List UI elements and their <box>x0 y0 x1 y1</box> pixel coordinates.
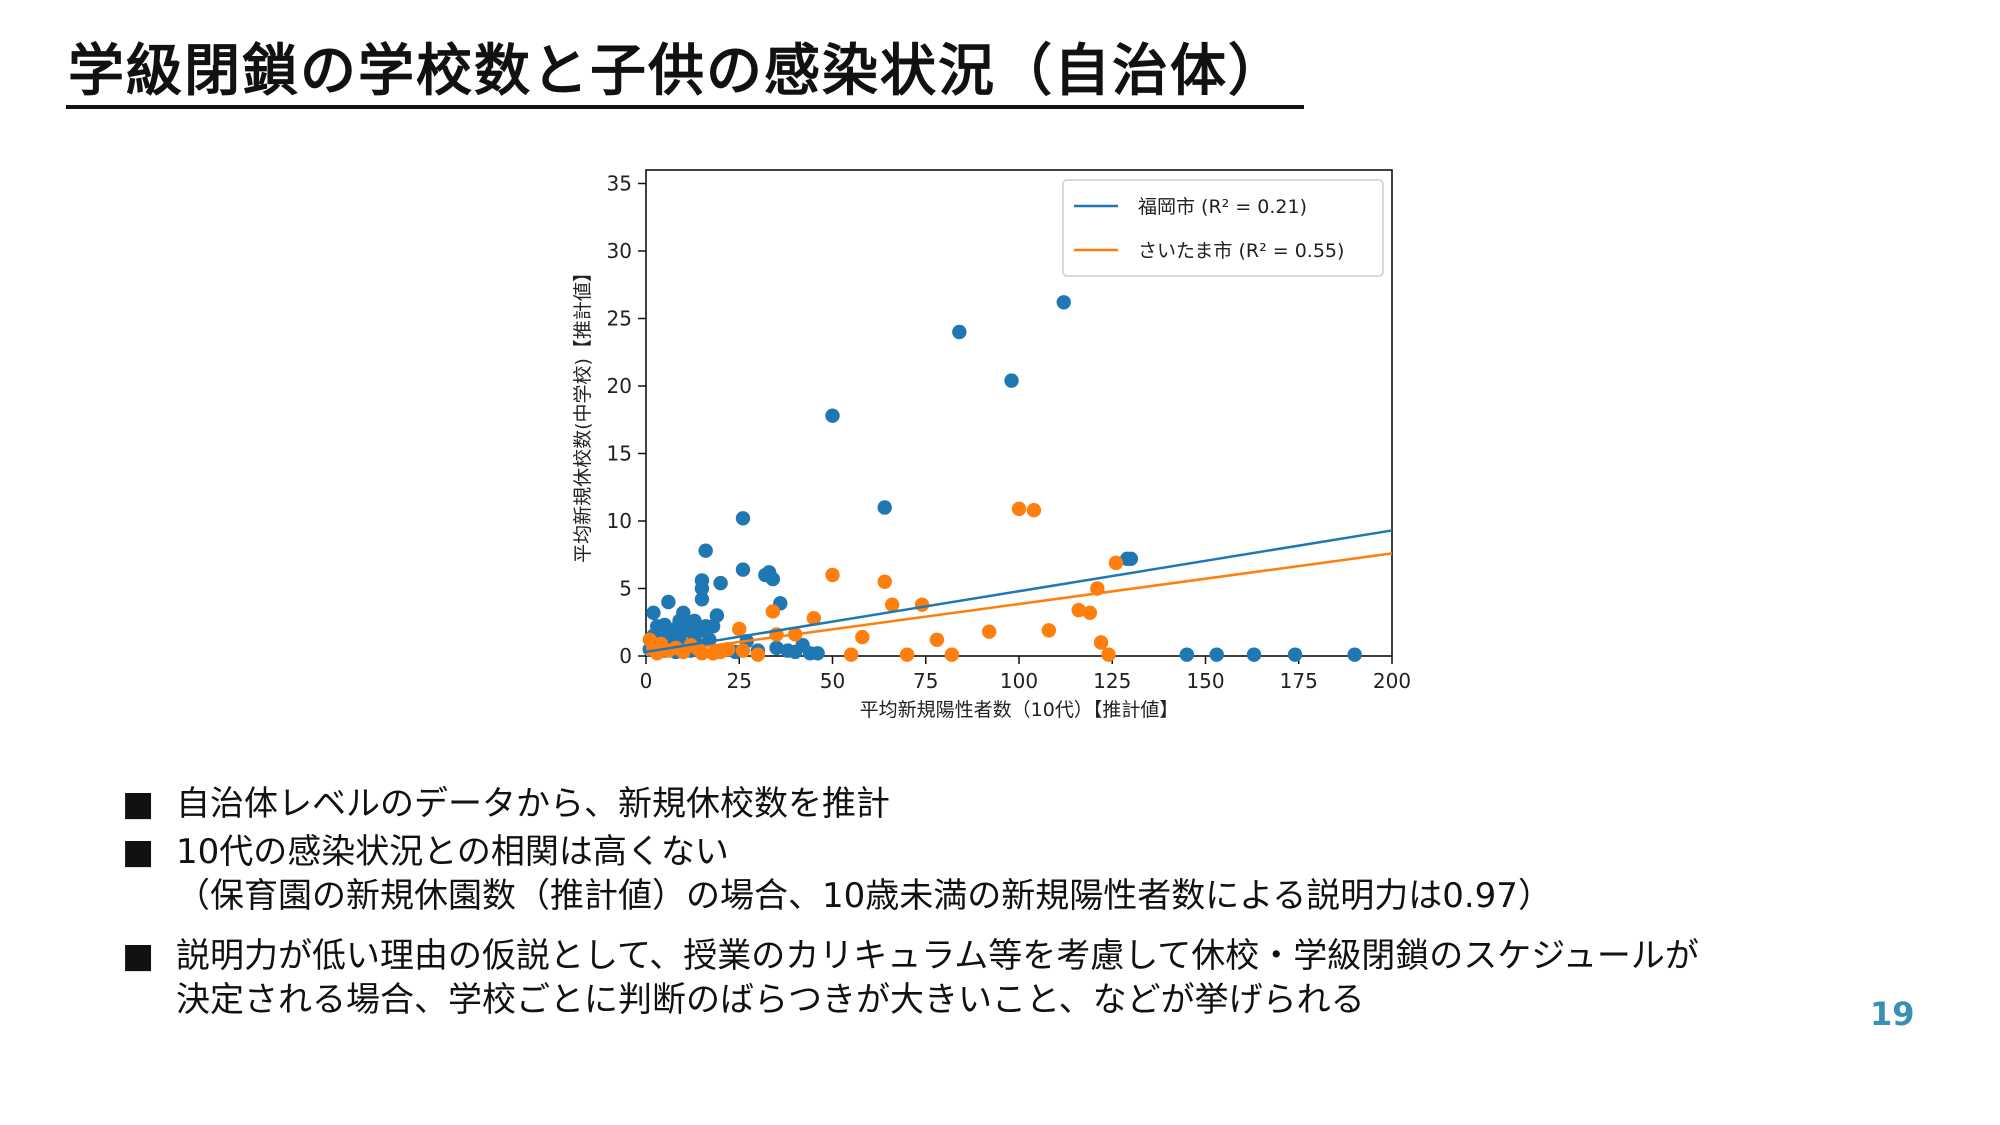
x-tick-label: 175 <box>1280 669 1318 693</box>
data-point-fukuoka <box>1004 373 1019 388</box>
bullet-marker: ■ <box>122 936 155 976</box>
bullet-marker: ■ <box>122 832 155 872</box>
data-point-saitama <box>1011 501 1027 517</box>
x-tick-label: 200 <box>1373 669 1411 693</box>
data-point-fukuoka <box>705 619 721 634</box>
data-point-fukuoka <box>952 324 967 340</box>
legend-label-fukuoka: 福岡市 (R² = 0.21) <box>1138 196 1307 218</box>
page-number: 19 <box>1870 995 1915 1033</box>
data-point-fukuoka <box>1347 647 1362 662</box>
data-point-saitama <box>1108 555 1124 571</box>
bullet-text-continued: 決定される場合、学校ごとに判断のばらつきが大きいこと、などが挙げられる <box>176 980 1365 1020</box>
data-point-saitama <box>825 567 840 583</box>
data-point-saitama <box>750 647 766 662</box>
bullet-text: 10代の感染状況との相関は高くない <box>176 832 729 872</box>
data-point-fukuoka <box>769 640 784 656</box>
y-tick-label: 25 <box>607 307 632 331</box>
x-tick-label: 125 <box>1093 669 1131 693</box>
data-point-fukuoka <box>825 408 840 423</box>
legend-label-saitama: さいたま市 (R² = 0.55) <box>1138 240 1344 262</box>
legend-box <box>1062 179 1384 277</box>
bullet-text: 説明力が低い理由の仮説として、授業のカリキュラム等を考慮して休校・学級閉鎖のスケ… <box>176 936 1699 976</box>
data-points <box>642 295 1362 662</box>
x-tick-label: 0 <box>640 669 653 693</box>
data-point-fukuoka <box>735 562 751 577</box>
data-point-fukuoka <box>765 571 781 587</box>
data-point-saitama <box>899 647 915 662</box>
fit-line-saitama <box>645 552 1393 656</box>
data-point-saitama <box>720 642 736 657</box>
y-tick-label: 30 <box>607 239 632 263</box>
data-point-saitama <box>735 643 751 658</box>
fit-line-fukuoka <box>645 529 1393 654</box>
y-axis-label: 平均新規休校数(中学校)【推計値】 <box>572 263 594 563</box>
data-point-saitama <box>981 624 997 639</box>
x-tick-label: 100 <box>1000 669 1038 693</box>
data-point-fukuoka <box>694 573 710 588</box>
data-point-fukuoka <box>810 646 825 661</box>
data-point-fukuoka <box>1209 647 1224 662</box>
data-point-saitama <box>694 646 710 661</box>
y-tick-label: 20 <box>607 374 632 398</box>
data-point-saitama <box>1082 605 1098 620</box>
y-tick-label: 0 <box>619 644 632 668</box>
data-point-fukuoka <box>698 543 713 558</box>
legend: 福岡市 (R² = 0.21) さいたま市 (R² = 0.55) <box>1062 179 1384 277</box>
y-tick-label: 5 <box>619 577 632 601</box>
data-point-saitama <box>1101 647 1116 662</box>
x-tick-label: 50 <box>820 669 845 693</box>
x-tick-label: 150 <box>1186 669 1224 693</box>
slide-title: 学級閉鎖の学校数と子供の感染状況（自治体） <box>68 39 1286 104</box>
data-point-fukuoka <box>1123 551 1139 566</box>
x-axis-label: 平均新規陽性者数（10代）【推計値】 <box>860 699 1179 721</box>
data-point-saitama <box>944 647 960 662</box>
y-tick-label: 15 <box>607 442 632 466</box>
bullet-marker: ■ <box>122 784 155 824</box>
x-tick-label: 25 <box>727 669 752 693</box>
data-point-saitama <box>1026 503 1042 518</box>
data-point-saitama <box>843 647 859 662</box>
data-point-saitama <box>732 621 747 637</box>
bullet-text: 自治体レベルのデータから、新規休校数を推計 <box>176 784 890 824</box>
y-tick-label: 10 <box>607 509 632 533</box>
x-tick-label: 75 <box>913 669 938 693</box>
data-point-saitama <box>806 611 822 626</box>
data-point-fukuoka <box>646 605 661 620</box>
data-point-fukuoka <box>1287 647 1303 662</box>
data-point-fukuoka <box>1056 295 1071 310</box>
y-tick-label: 35 <box>607 172 632 196</box>
data-point-fukuoka <box>735 511 751 526</box>
data-point-fukuoka <box>1246 647 1262 662</box>
data-point-saitama <box>1093 635 1109 650</box>
data-point-saitama <box>877 574 892 589</box>
data-point-saitama <box>1071 602 1086 618</box>
axis-ticks: 0 25 50 75 100 125 150 175 200 0 5 10 15 20 25 30 35 <box>607 172 1412 694</box>
regression-lines <box>645 529 1393 656</box>
data-point-fukuoka <box>709 608 725 623</box>
data-point-saitama <box>914 597 930 612</box>
data-point-saitama <box>929 632 945 647</box>
data-point-fukuoka <box>713 575 728 591</box>
scatter-chart: 0 25 50 75 100 125 150 175 200 0 5 10 15 20 25 30 35 平均新… <box>572 169 1412 721</box>
data-point-fukuoka <box>1179 647 1195 662</box>
data-point-fukuoka <box>676 605 691 620</box>
data-point-fukuoka <box>694 592 710 607</box>
data-point-saitama <box>1041 623 1057 638</box>
title-underline <box>66 105 1304 109</box>
data-point-fukuoka <box>687 613 702 629</box>
data-point-fukuoka <box>661 594 676 610</box>
data-point-saitama <box>765 604 781 619</box>
data-point-saitama <box>855 629 870 645</box>
data-point-saitama <box>884 597 900 612</box>
data-point-fukuoka <box>877 500 892 515</box>
bullet-subtext: （保育園の新規休園数（推計値）の場合、10歳未満の新規陽性者数による説明力は0.… <box>176 876 1552 916</box>
